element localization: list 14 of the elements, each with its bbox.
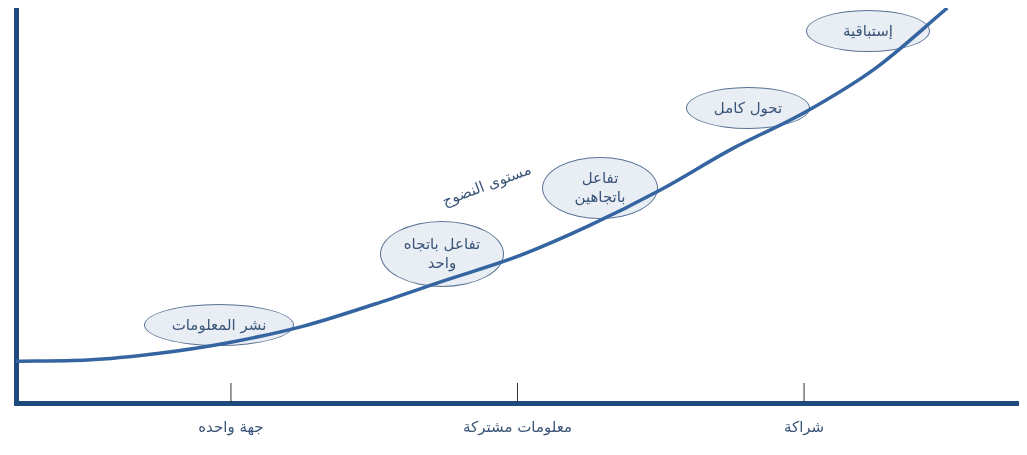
x-tick-label: جهة واحده — [198, 418, 264, 437]
annotation: تفاعل باتجاه واحد — [402, 235, 482, 273]
annotation: إستباقية — [842, 21, 894, 41]
oval-label: تحول كامل — [686, 87, 810, 129]
oval-label: إستباقية — [806, 10, 930, 52]
oval-label: تفاعل باتجاهين — [542, 157, 658, 219]
y-axis-title: مستوى النضوج — [439, 160, 535, 211]
oval-label: تفاعل باتجاه واحد — [380, 221, 504, 287]
x-tick-label: معلومات مشتركة — [463, 418, 572, 437]
annotation: تفاعل باتجاهين — [573, 169, 627, 207]
x-tick-label: شراكة — [783, 418, 825, 437]
annotation: نشر المعلومات — [171, 315, 267, 335]
annotation: تحول كامل — [713, 98, 783, 118]
oval-label: نشر المعلومات — [144, 304, 294, 346]
